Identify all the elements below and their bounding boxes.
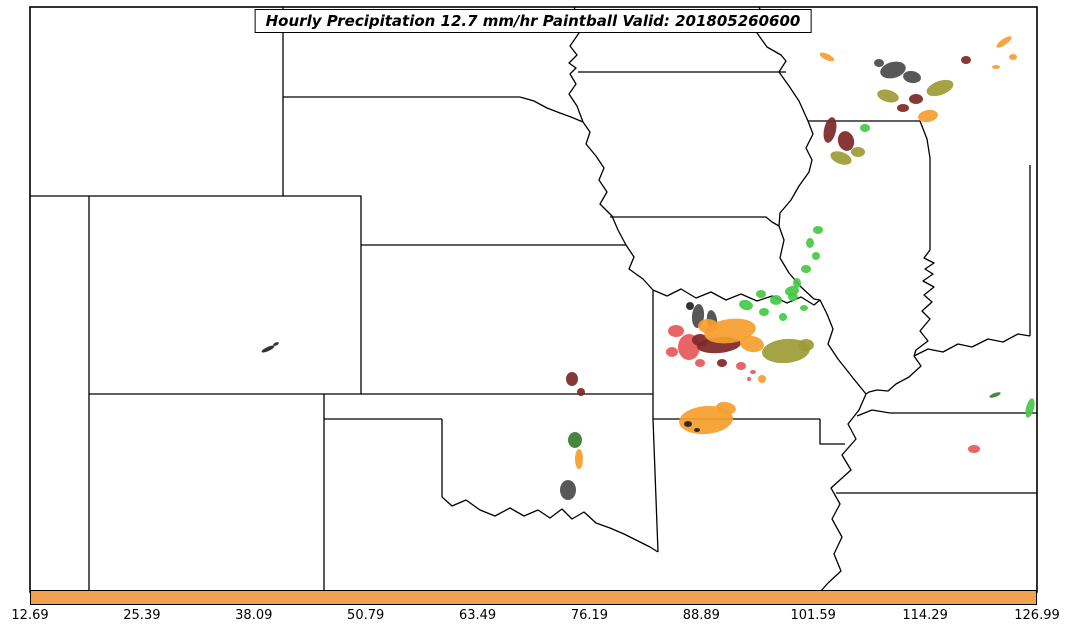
paintball-darkgray [560,480,576,500]
paintball-maroon [823,117,837,143]
paintball-green [813,226,823,234]
paintball-green [785,285,799,297]
paintball-red [695,359,705,367]
colorbar-tick-label: 12.69 [11,608,49,623]
border-mo-bootheel-border [819,419,845,445]
paintball-darkgreen [989,392,1001,398]
paintball-green [793,278,801,288]
paintball-olive [798,339,814,351]
paintball-layer [261,36,1035,500]
paintball-maroon [897,104,909,112]
paintball-black [261,345,275,353]
paintball-green [1025,398,1035,418]
border-ia-mo-border [610,216,780,227]
border-red-river-tx-ok-border [441,496,659,553]
border-ky-tn-border [856,409,1037,417]
colorbar-tick-label: 114.29 [902,608,948,623]
paintball-darkgray [903,70,921,84]
paintball-maroon [837,131,855,151]
paintball-maroon [692,334,708,346]
paintball-red [666,347,678,357]
paintball-green [801,265,811,273]
paintball-green [800,305,808,311]
border-mississippi-river [756,7,867,592]
paintball-olive [762,338,810,364]
paintball-orange [992,65,1000,69]
colorbar-tick-label: 63.49 [458,608,497,623]
paintball-orange [679,405,733,435]
border-wabash-river-il-in-border [913,249,935,357]
paintball-olive [830,151,852,165]
paintball-red [968,445,980,453]
paintball-black [686,302,694,310]
paintball-green [860,124,870,132]
colorbar-tick-label: 25.39 [123,608,161,623]
colorbar-tick-label: 126.99 [1014,608,1060,623]
paintball-darkgray [880,61,906,79]
paintball-orange [698,319,718,333]
border-ok-ar-border [652,418,659,553]
paintball-orange [758,375,766,383]
paintball-orange [996,36,1012,48]
paintball-orange [819,52,835,62]
colorbar-tick-label: 101.59 [790,608,836,623]
paintball-darkgreen [568,432,582,448]
paintball-black [684,421,692,427]
colorbar-tick-label: 50.79 [347,608,385,623]
border-missouri-river-ne-ia [519,96,654,291]
paintball-black [694,428,700,432]
border-missouri-river-mo [652,288,821,306]
paintball-orange [716,401,736,415]
paintball-green [779,313,787,321]
paintball-red [668,325,684,337]
paintball-orange [918,109,938,123]
paintball-olive [877,89,899,103]
colorbar-tick-label: 38.09 [235,608,273,623]
paintball-maroon [909,94,923,104]
colorbar-tick-label: 88.89 [682,608,720,623]
colorbar [30,590,1037,605]
border-ohio-river-in-ky-border [913,333,1031,357]
border-ohio-river-il-ky-border [865,355,922,395]
paintball-green [812,252,820,260]
paintball-red [750,370,756,374]
paintball-maroon [961,56,971,64]
state-borders-layer [30,7,1037,592]
paintball-black [273,342,279,346]
paintball-olive [851,147,865,157]
paintball-orange [740,335,764,353]
paintball-red [736,362,746,370]
paintball-maroon [717,359,727,367]
paintball-orange [575,449,583,469]
paintball-green [806,238,814,248]
paintball-green [770,295,782,305]
map-background [30,7,1037,592]
colorbar-tick-label: 76.19 [570,608,609,623]
map-title: Hourly Precipitation 12.7 mm/hr Paintbal… [254,9,812,33]
paintball-darkgray [874,59,884,67]
paintball-green [759,308,769,316]
paintball-red [747,377,751,381]
paintball-maroon [566,372,578,386]
paintball-green [756,290,766,298]
paintball-maroon [577,388,585,396]
paintball-olive [926,79,954,97]
border-ne-co-step-border [283,195,362,245]
paintball-green [739,299,753,311]
colorbar-ticks: 12.69 25.39 38.09 50.79 63.49 76.19 88.89 101.5… [0,608,1070,630]
paintball-orange [1009,54,1017,60]
border-lake-michigan-shore [919,120,931,159]
